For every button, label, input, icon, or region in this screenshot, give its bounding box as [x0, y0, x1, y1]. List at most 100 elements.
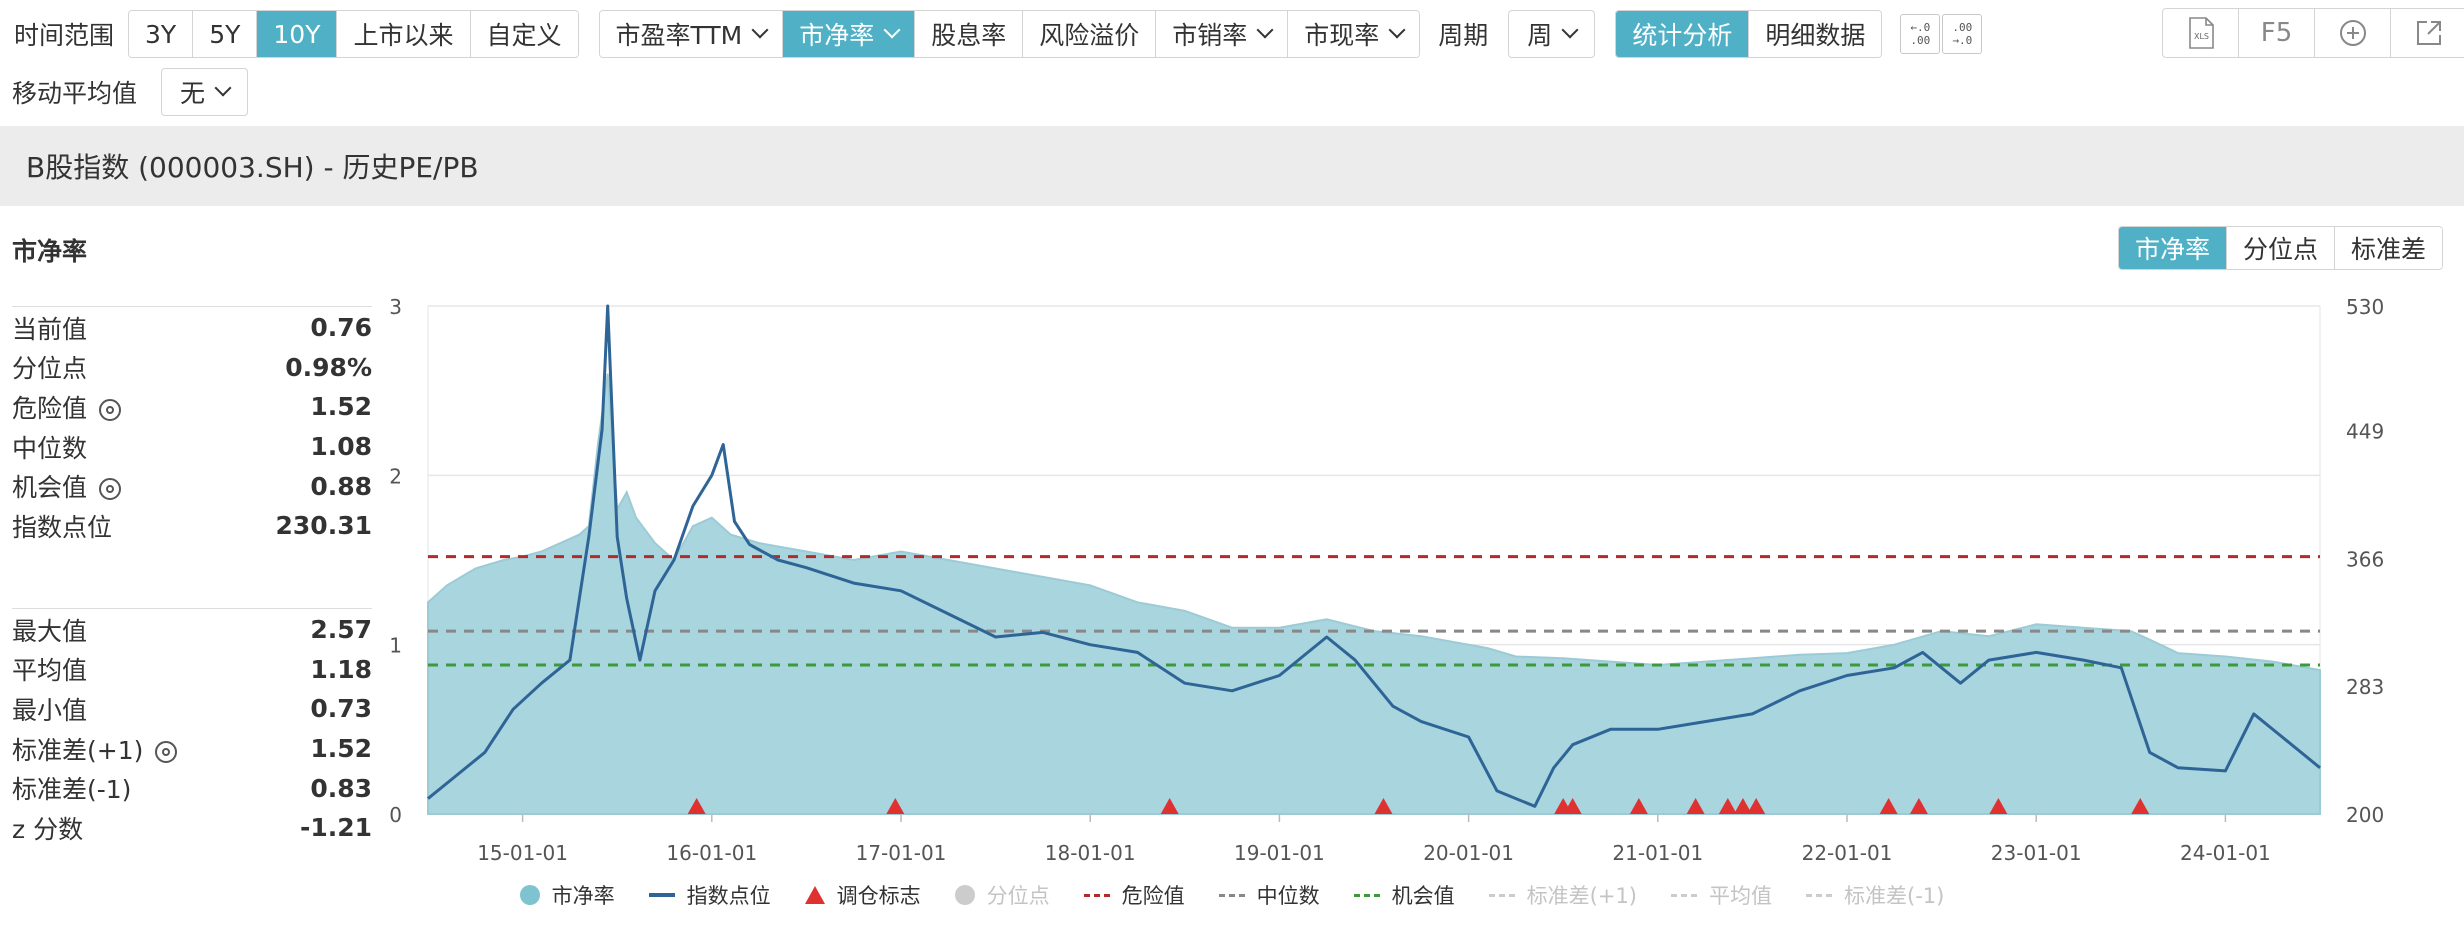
stat-label: z 分数 [12, 814, 84, 844]
stat-median: 中位数 1.08 [12, 427, 372, 467]
time-range-custom[interactable]: 自定义 [469, 11, 578, 57]
stat-value: 0.76 [310, 313, 372, 343]
chevron-down-icon [883, 21, 901, 39]
mode-pb[interactable]: 市净率 [2119, 227, 2227, 269]
stat-current: 当前值 0.76 [12, 308, 372, 348]
stat-label: 中位数 [12, 433, 88, 463]
chart-legend: 市净率 指数点位 调仓标志 分位点 危险值 中位数 机会值 标准差(+1) 平均… [0, 880, 2464, 910]
legend-marker [1218, 893, 1245, 897]
stat-percentile: 分位点 0.98% [12, 348, 372, 388]
stat-z-score: z 分数 -1.21 [12, 808, 372, 848]
time-range-5y[interactable]: 5Y [192, 11, 257, 57]
metric-risk-premium[interactable]: 风险溢价 [1022, 11, 1156, 57]
legend-label: 调仓标志 [836, 884, 921, 908]
period-label: 周期 [1438, 21, 1489, 50]
stat-value: 0.83 [310, 773, 372, 803]
legend-label: 机会值 [1391, 884, 1455, 908]
metric-pb[interactable]: 市净率 [782, 11, 915, 57]
metric-pcf[interactable]: 市现率 [1287, 11, 1420, 57]
legend-marker [1806, 893, 1832, 897]
moving-avg-value: 无 [180, 79, 206, 108]
legend-item[interactable]: 中位数 [1218, 880, 1320, 910]
legend-item[interactable]: 机会值 [1353, 880, 1455, 910]
stat-value: -1.21 [299, 813, 372, 843]
stats-top: 当前值 0.76 分位点 0.98% 危险值 1.52 中位数 1.08 机会值 0.88… [12, 308, 372, 546]
zoom-icon [2339, 20, 2366, 46]
moving-avg-row: 移动平均值 无 [0, 68, 249, 116]
stat-label: 当前值 [12, 314, 88, 344]
view-detail-data[interactable]: 明细数据 [1748, 11, 1882, 57]
stat-value: 1.18 [310, 654, 372, 684]
view-statistics[interactable]: 统计分析 [1616, 11, 1749, 57]
stat-std-plus: 标准差(+1) 1.52 [12, 729, 372, 769]
decrease-decimal-icon[interactable]: ←.0.00 [1900, 14, 1941, 54]
legend-item[interactable]: 平均值 [1671, 880, 1772, 910]
increase-decimal-icon[interactable]: .00 →.0 [1942, 14, 1983, 54]
stat-label: 指数点位 [12, 512, 113, 542]
stat-value: 1.08 [310, 432, 372, 462]
legend-marker [519, 885, 540, 905]
export-xls-button[interactable]: XLS [2163, 9, 2238, 57]
open-external-button[interactable] [2390, 9, 2464, 57]
stat-label: 平均值 [12, 656, 88, 686]
legend-item[interactable]: 危险值 [1083, 880, 1185, 910]
stat-label: 标准差(-1) [12, 775, 132, 805]
stat-value: 0.88 [310, 471, 372, 501]
moving-avg-label: 移动平均值 [12, 79, 138, 108]
decrease-decimal-top: ←.0 [1910, 21, 1931, 34]
metric-dividend-yield[interactable]: 股息率 [914, 11, 1023, 57]
stat-label: 标准差(+1) [12, 735, 144, 765]
metric-pcf-label: 市现率 [1304, 21, 1380, 50]
legend-marker [1353, 893, 1380, 897]
legend-marker [648, 893, 675, 897]
refresh-f5-button[interactable]: F5 [2238, 9, 2314, 57]
xls-text: XLS [2193, 32, 2208, 41]
external-link-icon [2416, 21, 2441, 45]
tool-group: XLS F5 [2162, 8, 2464, 58]
metric-pb-label: 市净率 [799, 21, 875, 50]
chevron-down-icon [1256, 21, 1274, 39]
stat-value: 0.73 [310, 694, 372, 724]
increase-decimal-bottom: →.0 [1952, 34, 1973, 47]
stat-label: 最大值 [12, 616, 88, 646]
stat-max: 最大值 2.57 [12, 610, 372, 650]
mode-percentile[interactable]: 分位点 [2226, 227, 2335, 269]
period-select[interactable]: 周 [1508, 10, 1596, 58]
zoom-button[interactable] [2314, 9, 2390, 57]
stat-index-level: 指数点位 230.31 [12, 506, 372, 546]
legend-item[interactable]: 调仓标志 [804, 880, 921, 910]
legend-label: 标准差(-1) [1844, 884, 1945, 908]
legend-item[interactable]: 指数点位 [648, 880, 771, 910]
time-range-label: 时间范围 [14, 21, 115, 50]
stat-value: 1.52 [310, 392, 372, 422]
title-bar: B股指数 (000003.SH) - 历史PE/PB [0, 126, 2464, 206]
legend-label: 指数点位 [686, 884, 771, 908]
chevron-down-icon [1561, 21, 1579, 39]
legend-item[interactable]: 市净率 [519, 880, 615, 910]
legend-item[interactable]: 标准差(+1) [1488, 880, 1637, 910]
stat-value: 230.31 [275, 511, 372, 541]
gear-icon[interactable] [155, 740, 178, 763]
stat-value: 0.98% [285, 352, 372, 382]
legend-label: 中位数 [1256, 884, 1320, 908]
legend-item[interactable]: 标准差(-1) [1806, 880, 1944, 910]
view-segment: 统计分析 明细数据 [1615, 10, 1883, 58]
legend-label: 标准差(+1) [1526, 884, 1637, 908]
decimal-controls: ←.0.00 .00 →.0 [1900, 14, 1983, 54]
stat-mean: 平均值 1.18 [12, 650, 372, 690]
legend-item[interactable]: 分位点 [954, 880, 1050, 910]
mode-std-dev[interactable]: 标准差 [2334, 227, 2443, 269]
gear-icon[interactable] [99, 478, 122, 501]
moving-avg-select[interactable]: 无 [161, 68, 249, 116]
stat-opportunity: 机会值 0.88 [12, 466, 372, 506]
time-range-since-listing[interactable]: 上市以来 [336, 11, 470, 57]
gear-icon[interactable] [99, 398, 122, 421]
legend-marker [1488, 893, 1515, 897]
stat-std-minus: 标准差(-1) 0.83 [12, 768, 372, 808]
metric-ps[interactable]: 市销率 [1155, 11, 1288, 57]
stat-value: 2.57 [310, 615, 372, 645]
time-range-10y[interactable]: 10Y [256, 11, 337, 57]
time-range-3y[interactable]: 3Y [129, 11, 193, 57]
stat-min: 最小值 0.73 [12, 689, 372, 729]
metric-pe-ttm[interactable]: 市盈率TTM [599, 11, 783, 57]
